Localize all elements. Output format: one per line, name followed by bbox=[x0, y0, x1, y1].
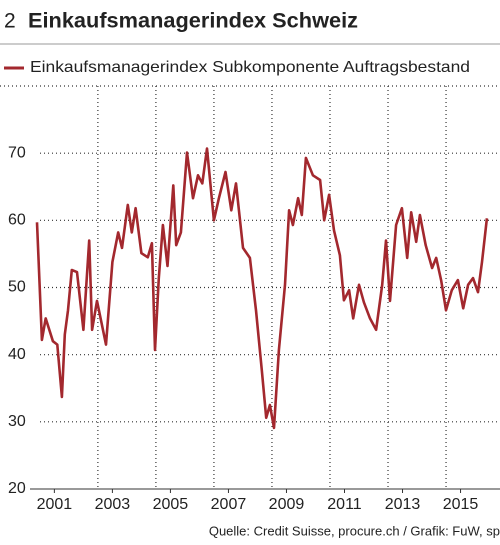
x-tick-label: 2013 bbox=[385, 496, 421, 513]
x-tick-label: 2007 bbox=[211, 496, 247, 513]
x-tick-label: 2015 bbox=[443, 496, 479, 513]
y-tick-label: 30 bbox=[8, 413, 26, 430]
legend-label: Einkaufsmanagerindex Subkomponente Auftr… bbox=[30, 59, 470, 76]
x-tick-label: 2011 bbox=[327, 496, 362, 513]
x-tick-label: 2003 bbox=[95, 496, 131, 513]
chart-title: Einkaufsmanagerindex Schweiz bbox=[28, 10, 358, 33]
source-note: Quelle: Credit Suisse, procure.ch / Graf… bbox=[209, 523, 500, 538]
y-tick-label: 70 bbox=[8, 144, 26, 161]
chart-number: 2 bbox=[4, 10, 16, 33]
y-tick-label: 40 bbox=[8, 346, 26, 363]
y-tick-label: 20 bbox=[8, 480, 26, 497]
y-tick-label: 60 bbox=[8, 212, 26, 229]
data-line bbox=[35, 147, 489, 430]
x-tick-label: 2005 bbox=[153, 496, 189, 513]
x-tick-label: 2009 bbox=[269, 496, 305, 513]
y-tick-label: 50 bbox=[8, 279, 26, 296]
x-tick-label: 2001 bbox=[37, 496, 73, 513]
